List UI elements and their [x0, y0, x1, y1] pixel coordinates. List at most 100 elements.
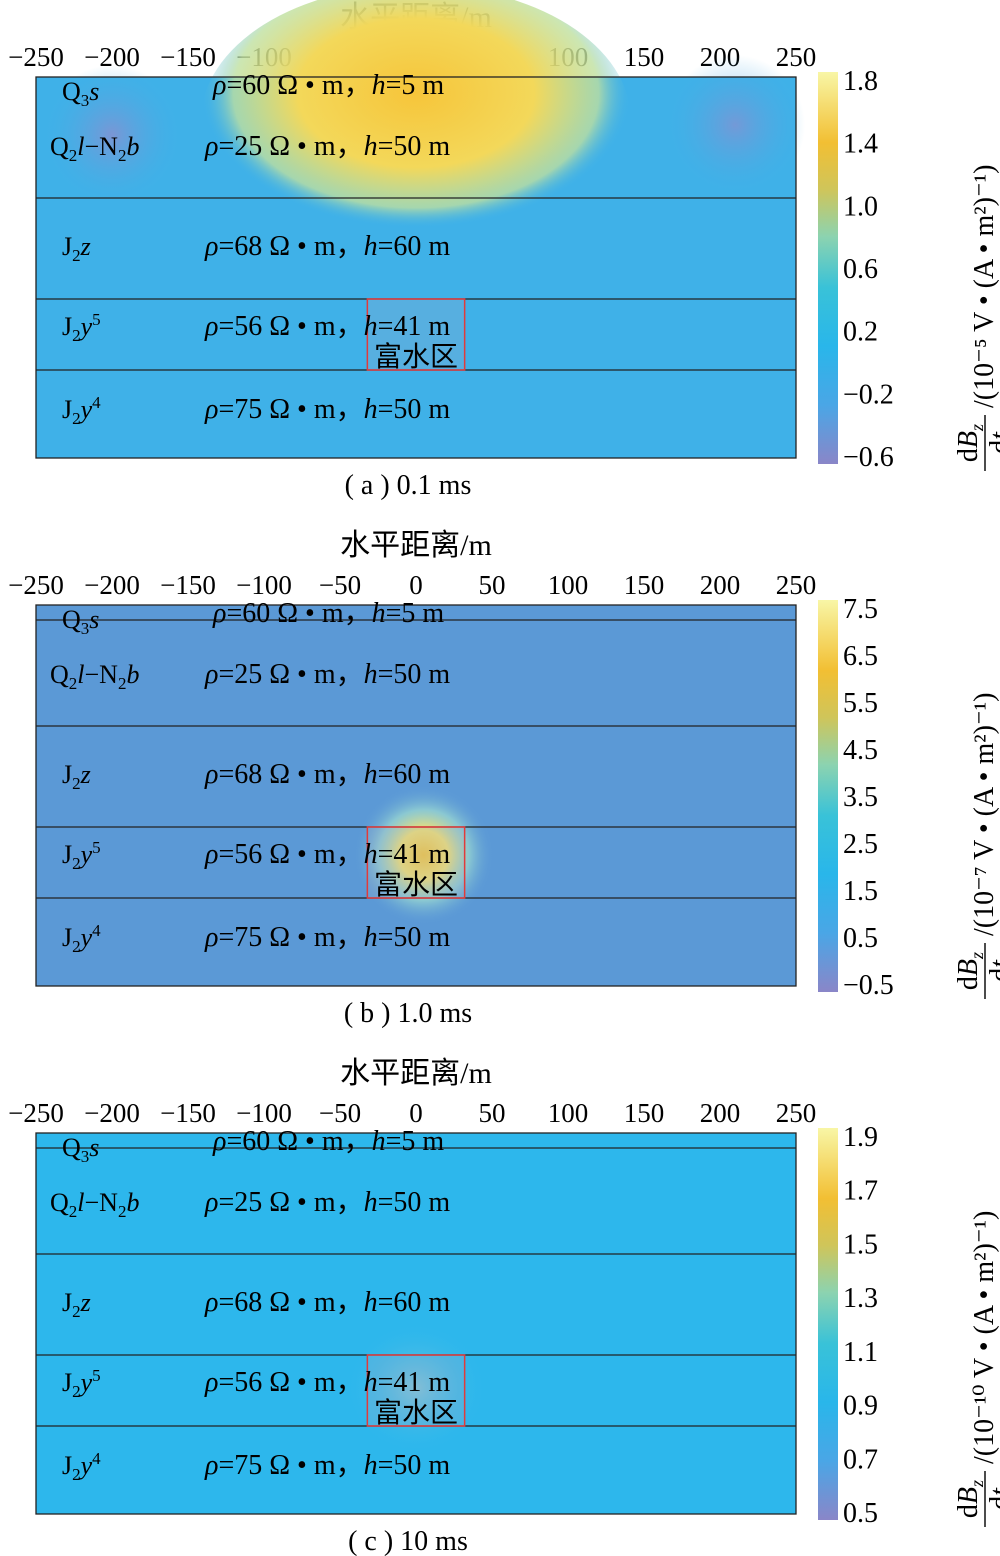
- x-tick-label: 50: [479, 570, 506, 600]
- x-tick-label: −200: [84, 570, 140, 600]
- plot-frame: [35, 76, 797, 459]
- formation-label: J2y5: [62, 1366, 101, 1401]
- x-tick-label: 250: [776, 42, 817, 72]
- x-tick-label: 0: [409, 570, 423, 600]
- x-tick-label: 250: [776, 1098, 817, 1128]
- x-tick-label: −250: [8, 570, 64, 600]
- layer-parameters: ρ=60 Ω • m，h=5 m: [212, 70, 444, 101]
- colorbar-tick-label: 7.5: [843, 594, 878, 625]
- formation-label: Q2l−N2b: [50, 132, 139, 165]
- formation-label: J2z: [62, 232, 91, 265]
- colorbar: [818, 72, 838, 464]
- layer-parameters: ρ=75 Ω • m，h=50 m: [204, 1450, 450, 1481]
- water-rich-zone: [366, 1354, 466, 1427]
- colorbar-tick-label: −0.6: [843, 442, 894, 473]
- x-tick-label: −50: [319, 570, 361, 600]
- x-tick-label: −250: [8, 42, 64, 72]
- colorbar-label: dBzdt /(10⁻¹⁰ V • (A • m²)⁻¹): [953, 1211, 1000, 1527]
- colorbar-tick-label: 1.1: [843, 1337, 878, 1368]
- colorbar-units: /(10⁻⁷ V • (A • m²)⁻¹): [969, 693, 1000, 936]
- x-tick-label: −150: [160, 570, 216, 600]
- colorbar-tick-label: 1.7: [843, 1176, 878, 1207]
- x-tick-label: 150: [624, 42, 665, 72]
- x-tick-label: 100: [548, 570, 589, 600]
- layer-parameters: ρ=75 Ω • m，h=50 m: [204, 922, 450, 953]
- colorbar-tick-label: 0.7: [843, 1444, 878, 1475]
- x-tick-label: −100: [236, 570, 292, 600]
- colorbar-tick-label: 3.5: [843, 782, 878, 813]
- colorbar-tick-label: 2.5: [843, 829, 878, 860]
- formation-label: Q2l−N2b: [50, 660, 139, 693]
- layer-parameters: ρ=56 Ω • m，h=41 m: [204, 839, 450, 870]
- x-axis-label: 水平距离/m: [340, 1057, 492, 1090]
- layer-parameters: ρ=75 Ω • m，h=50 m: [204, 394, 450, 425]
- layer-parameters: ρ=56 Ω • m，h=41 m: [204, 1367, 450, 1398]
- colorbar: [818, 1128, 838, 1520]
- x-tick-label: −250: [8, 1098, 64, 1128]
- negative-lobe: [665, 55, 806, 195]
- formation-label: J2y4: [62, 921, 101, 956]
- colorbar: [818, 600, 838, 992]
- x-tick-label: −50: [319, 1098, 361, 1128]
- positive-anomaly: [201, 0, 631, 255]
- anomaly: [353, 785, 494, 925]
- colorbar-units: /(10⁻⁵ V • (A • m²)⁻¹): [969, 165, 1000, 408]
- formation-label: J2y4: [62, 1449, 101, 1484]
- colorbar-label-numerator: dBz: [953, 1480, 987, 1518]
- layer-parameters: ρ=60 Ω • m，h=5 m: [212, 1126, 444, 1157]
- layer-parameters: ρ=68 Ω • m，h=60 m: [204, 759, 450, 790]
- panel-c: 水平距离/m −250 −200 −150 −100 −50 0 50 100 150 200 250…: [0, 1056, 1000, 1556]
- colorbar-tick-label: 0.9: [843, 1391, 878, 1422]
- plot-frame: [35, 604, 797, 987]
- plot-frame: [35, 1132, 797, 1515]
- layer-parameters: ρ=25 Ω • m，h=50 m: [204, 659, 450, 690]
- formation-label: Q3s: [62, 1133, 99, 1166]
- layer-parameters: ρ=68 Ω • m，h=60 m: [204, 1287, 450, 1318]
- heatmap-chart: 水平距离/m−250−200−150−100−50050100150200250…: [8, 0, 1000, 501]
- formation-label: J2y5: [62, 838, 101, 873]
- x-tick-label: 200: [700, 1098, 741, 1128]
- panel-caption: ( a ) 0.1 ms: [345, 470, 472, 501]
- colorbar-tick-label: 0.5: [843, 1498, 878, 1529]
- formation-label: J2y4: [62, 393, 101, 428]
- negative-lobe: [42, 65, 182, 205]
- x-tick-label: 50: [479, 1098, 506, 1128]
- colorbar-label-denominator: dt: [985, 1487, 1000, 1510]
- panel-b: 水平距离/m −250 −200 −150 −100 −50 0 50 100 150 200 250…: [0, 528, 1000, 1033]
- colorbar-tick-label: 4.5: [843, 735, 878, 766]
- colorbar-label-numerator: dBz: [953, 424, 987, 462]
- water-rich-zone: [366, 298, 466, 371]
- colorbar-tick-label: 0.6: [843, 254, 878, 285]
- panel-caption: ( b ) 1.0 ms: [344, 998, 472, 1029]
- water-rich-zone-label: 富水区: [374, 869, 458, 901]
- water-rich-zone-label: 富水区: [374, 1397, 458, 1429]
- layer-parameters: ρ=25 Ω • m，h=50 m: [204, 1187, 450, 1218]
- colorbar-tick-label: 1.5: [843, 1229, 878, 1260]
- panel-a: 水平距离/m−250−200−150−100−50050100150200250…: [0, 0, 1000, 505]
- colorbar-label-denominator: dt: [985, 431, 1000, 454]
- colorbar-tick-label: 1.9: [843, 1122, 878, 1153]
- colorbar-tick-label: 0.2: [843, 317, 878, 348]
- positive-anomaly: [353, 785, 494, 925]
- formation-label: Q3s: [62, 77, 99, 110]
- colorbar-tick-label: 0.5: [843, 923, 878, 954]
- x-tick-label: 0: [409, 1098, 423, 1128]
- layer-parameters: ρ=60 Ω • m，h=5 m: [212, 598, 444, 629]
- x-tick-label: −100: [236, 1098, 292, 1128]
- water-rich-zone: [366, 826, 466, 899]
- colorbar-tick-label: 6.5: [843, 641, 878, 672]
- colorbar-tick-label: 1.3: [843, 1283, 878, 1314]
- x-tick-label: 250: [776, 570, 817, 600]
- x-axis-label: 水平距离/m: [340, 529, 492, 562]
- layer-parameters: ρ=56 Ω • m，h=41 m: [204, 311, 450, 342]
- x-tick-label: 100: [548, 1098, 589, 1128]
- colorbar-tick-label: 1.5: [843, 876, 878, 907]
- colorbar-tick-label: −0.2: [843, 379, 894, 410]
- formation-label: J2z: [62, 1288, 91, 1321]
- colorbar-tick-label: 5.5: [843, 688, 878, 719]
- water-rich-zone-label: 富水区: [374, 341, 458, 373]
- colorbar-label-denominator: dt: [985, 959, 1000, 982]
- x-tick-label: 150: [624, 1098, 665, 1128]
- x-tick-label: 150: [624, 570, 665, 600]
